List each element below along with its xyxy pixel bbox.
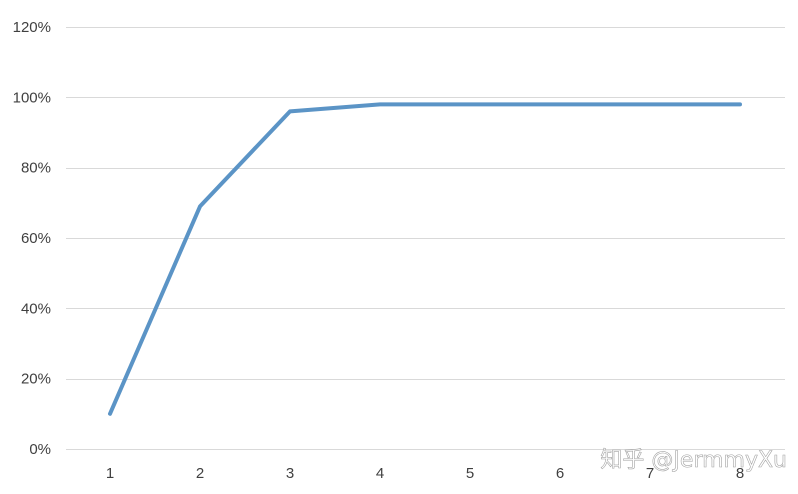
x-tick-label: 2: [196, 465, 204, 482]
y-tick-label: 40%: [21, 300, 51, 317]
x-tick-label: 6: [556, 465, 564, 482]
y-tick-label: 20%: [21, 371, 51, 388]
y-tick-label: 60%: [21, 230, 51, 247]
x-tick-label: 4: [376, 465, 384, 482]
gridlines: [66, 27, 785, 450]
series-lines: [108, 102, 742, 416]
y-axis-tick-labels: 0% 20% 40% 60% 80% 100% 120%: [13, 19, 51, 458]
x-tick-label: 3: [286, 465, 294, 482]
x-tick-label: 8: [736, 465, 744, 482]
x-tick-label: 5: [466, 465, 474, 482]
series-line-0: [108, 102, 742, 416]
x-tick-label: 1: [106, 465, 114, 482]
x-tick-label: 7: [646, 465, 654, 482]
x-axis-tick-labels: 1 2 3 4 5 6 7 8: [106, 465, 744, 482]
y-tick-label: 100%: [13, 89, 51, 106]
y-tick-label: 0%: [29, 441, 51, 458]
y-tick-label: 80%: [21, 160, 51, 177]
watermark: 知乎 @JermmyXu: [600, 448, 787, 473]
y-tick-label: 120%: [13, 19, 51, 36]
